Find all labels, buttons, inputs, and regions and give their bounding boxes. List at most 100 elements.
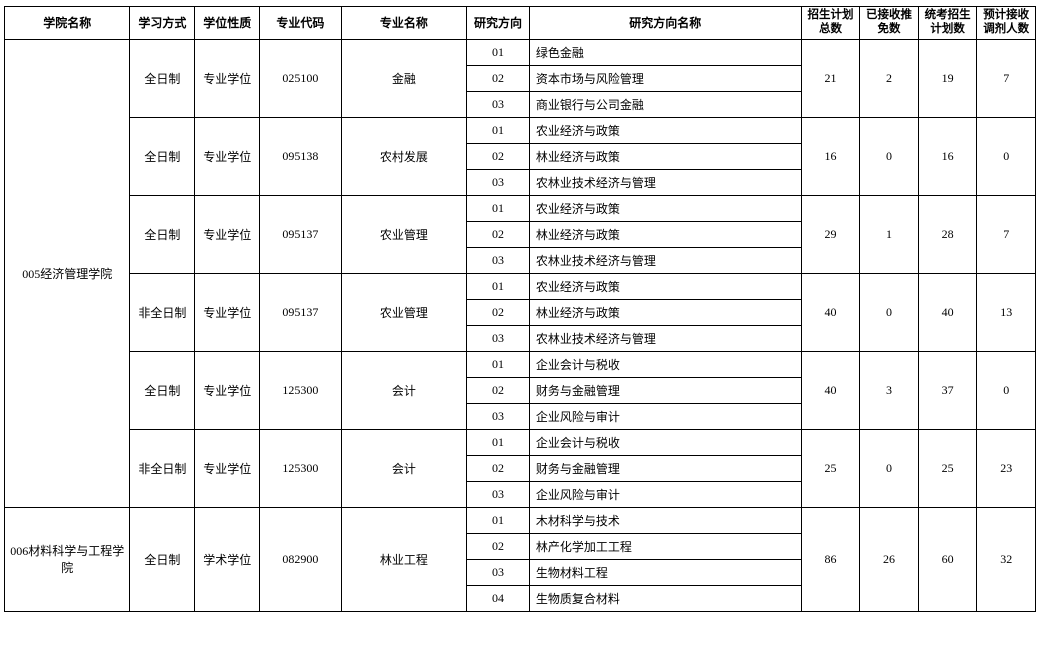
cell-code: 082900 xyxy=(260,507,342,611)
cell-major: 农村发展 xyxy=(341,117,466,195)
th-dir-code: 研究方向 xyxy=(467,7,530,40)
cell-expect-adjust: 0 xyxy=(977,117,1036,195)
cell-degree: 专业学位 xyxy=(195,39,260,117)
cell-degree: 专业学位 xyxy=(195,117,260,195)
cell-dir-code: 03 xyxy=(467,247,530,273)
cell-dir-code: 01 xyxy=(467,39,530,65)
cell-dir-name: 商业银行与公司金融 xyxy=(529,91,801,117)
cell-dir-name: 农业经济与政策 xyxy=(529,117,801,143)
table-row: 全日制专业学位125300会计01企业会计与税收403370 xyxy=(5,351,1036,377)
cell-dir-code: 02 xyxy=(467,143,530,169)
cell-dir-name: 财务与金融管理 xyxy=(529,377,801,403)
cell-degree: 专业学位 xyxy=(195,429,260,507)
cell-dir-code: 03 xyxy=(467,169,530,195)
cell-dir-code: 01 xyxy=(467,429,530,455)
cell-dir-name: 生物材料工程 xyxy=(529,559,801,585)
table-row: 非全日制专业学位125300会计01企业会计与税收2502523 xyxy=(5,429,1036,455)
cell-expect-adjust: 13 xyxy=(977,273,1036,351)
th-degree: 学位性质 xyxy=(195,7,260,40)
th-exam-plan: 统考招生计划数 xyxy=(918,7,977,40)
table-row: 005经济管理学院全日制专业学位025100金融01绿色金融212197 xyxy=(5,39,1036,65)
cell-plan-total: 40 xyxy=(801,273,860,351)
cell-dir-name: 农业经济与政策 xyxy=(529,195,801,221)
cell-code: 125300 xyxy=(260,351,342,429)
th-expect-adjust: 预计接收调剂人数 xyxy=(977,7,1036,40)
cell-plan-total: 40 xyxy=(801,351,860,429)
cell-expect-adjust: 23 xyxy=(977,429,1036,507)
cell-code: 125300 xyxy=(260,429,342,507)
cell-dir-code: 01 xyxy=(467,117,530,143)
cell-mode: 非全日制 xyxy=(130,273,195,351)
cell-received-rec: 2 xyxy=(860,39,919,117)
th-major: 专业名称 xyxy=(341,7,466,40)
cell-dir-code: 02 xyxy=(467,377,530,403)
cell-dir-name: 农林业技术经济与管理 xyxy=(529,169,801,195)
cell-school: 005经济管理学院 xyxy=(5,39,130,507)
cell-dir-name: 农林业技术经济与管理 xyxy=(529,325,801,351)
cell-dir-name: 企业会计与税收 xyxy=(529,351,801,377)
table-row: 全日制专业学位095138农村发展01农业经济与政策160160 xyxy=(5,117,1036,143)
cell-plan-total: 16 xyxy=(801,117,860,195)
cell-dir-code: 02 xyxy=(467,299,530,325)
cell-dir-code: 03 xyxy=(467,91,530,117)
cell-exam-plan: 40 xyxy=(918,273,977,351)
cell-dir-code: 01 xyxy=(467,351,530,377)
cell-dir-code: 03 xyxy=(467,325,530,351)
cell-dir-code: 03 xyxy=(467,559,530,585)
cell-dir-code: 02 xyxy=(467,533,530,559)
cell-expect-adjust: 32 xyxy=(977,507,1036,611)
cell-dir-code: 02 xyxy=(467,455,530,481)
cell-dir-name: 木材科学与技术 xyxy=(529,507,801,533)
th-plan-total: 招生计划总数 xyxy=(801,7,860,40)
cell-received-rec: 0 xyxy=(860,117,919,195)
cell-mode: 全日制 xyxy=(130,117,195,195)
cell-major: 农业管理 xyxy=(341,195,466,273)
cell-dir-code: 02 xyxy=(467,65,530,91)
cell-dir-code: 04 xyxy=(467,585,530,611)
cell-major: 林业工程 xyxy=(341,507,466,611)
cell-received-rec: 3 xyxy=(860,351,919,429)
table-row: 全日制专业学位095137农业管理01农业经济与政策291287 xyxy=(5,195,1036,221)
cell-dir-name: 林业经济与政策 xyxy=(529,221,801,247)
th-school: 学院名称 xyxy=(5,7,130,40)
cell-plan-total: 86 xyxy=(801,507,860,611)
cell-exam-plan: 60 xyxy=(918,507,977,611)
cell-mode: 全日制 xyxy=(130,39,195,117)
cell-dir-name: 绿色金融 xyxy=(529,39,801,65)
th-mode: 学习方式 xyxy=(130,7,195,40)
cell-exam-plan: 19 xyxy=(918,39,977,117)
cell-dir-name: 企业风险与审计 xyxy=(529,481,801,507)
cell-degree: 学术学位 xyxy=(195,507,260,611)
cell-dir-name: 林产化学加工工程 xyxy=(529,533,801,559)
cell-dir-name: 林业经济与政策 xyxy=(529,143,801,169)
cell-dir-name: 农业经济与政策 xyxy=(529,273,801,299)
cell-plan-total: 29 xyxy=(801,195,860,273)
cell-code: 095137 xyxy=(260,273,342,351)
cell-received-rec: 1 xyxy=(860,195,919,273)
cell-mode: 全日制 xyxy=(130,351,195,429)
table-header: 学院名称 学习方式 学位性质 专业代码 专业名称 研究方向 研究方向名称 招生计… xyxy=(5,7,1036,40)
cell-received-rec: 26 xyxy=(860,507,919,611)
cell-dir-code: 01 xyxy=(467,195,530,221)
cell-dir-code: 03 xyxy=(467,403,530,429)
cell-dir-code: 03 xyxy=(467,481,530,507)
cell-dir-code: 01 xyxy=(467,273,530,299)
cell-exam-plan: 16 xyxy=(918,117,977,195)
cell-degree: 专业学位 xyxy=(195,351,260,429)
cell-major: 农业管理 xyxy=(341,273,466,351)
cell-mode: 非全日制 xyxy=(130,429,195,507)
cell-dir-name: 生物质复合材料 xyxy=(529,585,801,611)
cell-major: 会计 xyxy=(341,351,466,429)
table-body: 005经济管理学院全日制专业学位025100金融01绿色金融21219702资本… xyxy=(5,39,1036,611)
cell-major: 会计 xyxy=(341,429,466,507)
cell-expect-adjust: 7 xyxy=(977,195,1036,273)
cell-code: 025100 xyxy=(260,39,342,117)
cell-dir-code: 01 xyxy=(467,507,530,533)
cell-exam-plan: 37 xyxy=(918,351,977,429)
cell-expect-adjust: 7 xyxy=(977,39,1036,117)
th-received-rec: 已接收推免数 xyxy=(860,7,919,40)
table-row: 006材料科学与工程学院全日制学术学位082900林业工程01木材科学与技术86… xyxy=(5,507,1036,533)
th-code: 专业代码 xyxy=(260,7,342,40)
cell-exam-plan: 25 xyxy=(918,429,977,507)
cell-dir-name: 农林业技术经济与管理 xyxy=(529,247,801,273)
